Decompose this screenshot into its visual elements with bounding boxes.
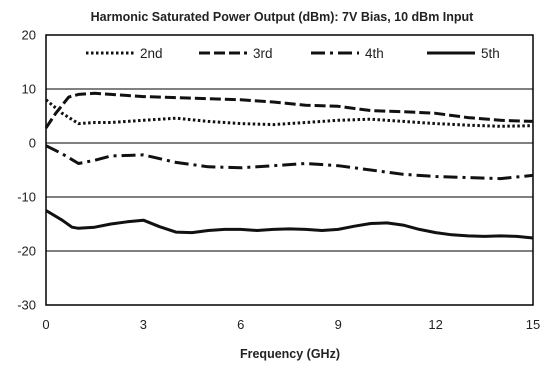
- legend-label: 4th: [365, 46, 384, 61]
- legend-label: 2nd: [140, 46, 163, 61]
- legend: 2nd 3rd 4th 5th: [72, 37, 528, 67]
- x-tick-label: 9: [335, 317, 342, 332]
- series-lines: [44, 91, 534, 240]
- x-tick-labels: 0 3 6 9 12 15: [42, 317, 540, 332]
- x-tick-label: 12: [428, 317, 442, 332]
- y-tick-label: 10: [22, 82, 36, 97]
- chart-title: Harmonic Saturated Power Output (dBm): 7…: [91, 10, 475, 24]
- x-axis-label: Frequency (GHz): [240, 347, 340, 361]
- y-tick-label: 20: [22, 28, 36, 43]
- y-tick-label: -20: [17, 244, 36, 259]
- y-tick-label: 0: [29, 136, 36, 151]
- x-tick-label: 0: [42, 317, 49, 332]
- x-tick-label: 6: [237, 317, 244, 332]
- legend-label: 3rd: [253, 46, 273, 61]
- series-line-4th: [45, 144, 534, 181]
- y-tick-label: -30: [17, 298, 36, 313]
- series-line-3rd: [44, 91, 534, 129]
- x-tick-label: 3: [140, 317, 147, 332]
- gridlines: [46, 88, 533, 252]
- series-line-5th: [45, 209, 534, 240]
- x-tick-label: 15: [526, 317, 540, 332]
- y-tick-label: -10: [17, 190, 36, 205]
- legend-label: 5th: [481, 46, 500, 61]
- plot-frame: [45, 34, 534, 306]
- y-tick-labels: 20 10 0 -10 -20 -30: [17, 28, 36, 313]
